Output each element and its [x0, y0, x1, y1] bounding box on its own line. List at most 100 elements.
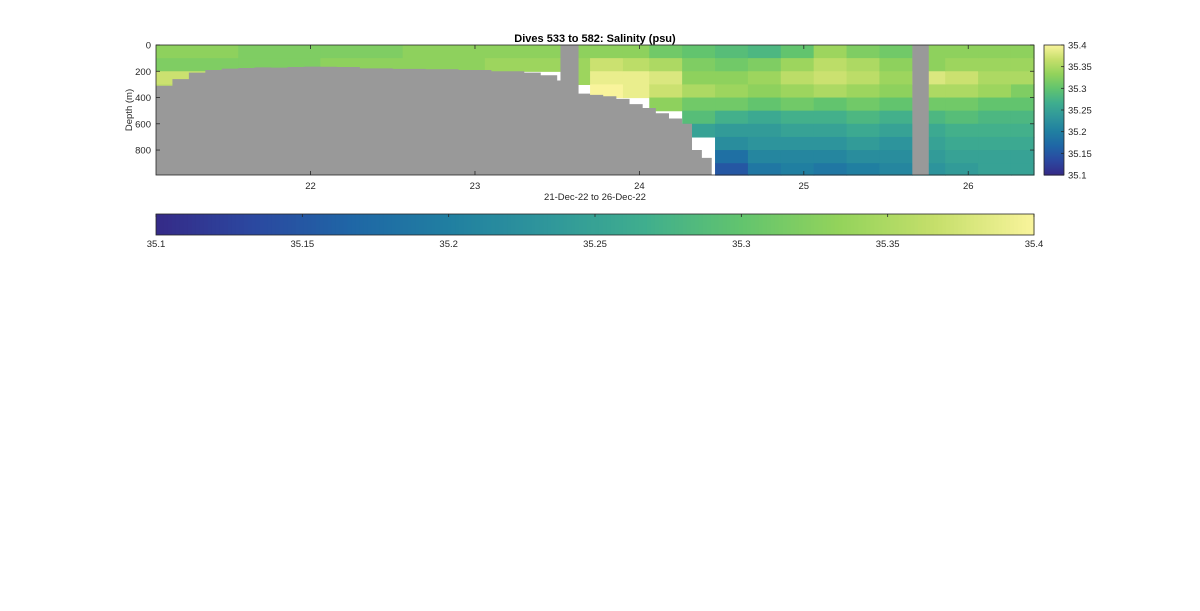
colorbar-bottom-swatch — [215, 214, 221, 235]
colorbar-right-swatch — [1044, 52, 1064, 54]
colorbar-bottom-swatch — [331, 214, 337, 235]
colorbar-bottom-swatch — [922, 214, 927, 235]
heatmap-cell — [747, 45, 782, 59]
heatmap-cell — [238, 45, 322, 59]
colorbar-bottom-swatch — [319, 214, 325, 235]
heatmap-cell — [846, 136, 881, 151]
colorbar-bottom-swatch — [878, 214, 883, 235]
colorbar-right-swatch — [1044, 116, 1064, 118]
colorbar-bottom-swatch — [658, 214, 664, 235]
colorbar-bottom-swatch — [930, 214, 935, 235]
colorbar-right-swatch — [1044, 79, 1064, 81]
colorbar-bottom-swatch — [467, 214, 472, 235]
colorbar-bottom-swatch — [411, 214, 417, 235]
colorbar-bottom-ticks: 35.1 35.15 35.2 35.25 35.3 35.35 35.4 — [147, 214, 1043, 250]
colorbar-bottom-swatch — [742, 214, 748, 235]
colorbar-right-swatch — [1044, 129, 1064, 131]
colorbar-bottom-swatch — [722, 214, 728, 235]
colorbar-bottom-swatch — [762, 214, 768, 235]
heatmap-cell — [682, 110, 716, 125]
colorbar-right-swatch — [1044, 133, 1064, 135]
heatmap-cell — [846, 71, 881, 85]
colorbar-right-swatch — [1044, 119, 1064, 121]
colorbar-bottom-swatch — [171, 214, 177, 235]
colorbar-bottom-swatch — [1018, 214, 1023, 235]
colorbar-bottom-swatch — [870, 214, 875, 235]
colorbar-bottom-swatch — [483, 214, 488, 235]
colorbar-right-swatch — [1044, 118, 1064, 120]
heatmap-cell — [978, 150, 1012, 164]
colorbar-bottom-swatch — [998, 214, 1003, 235]
colorbar-right-swatch — [1044, 82, 1064, 84]
colorbar-bottom-swatch — [156, 214, 161, 235]
colorbar-bottom-swatch — [551, 214, 556, 235]
heatmap-cell — [978, 97, 1012, 112]
colorbar-right-swatch — [1044, 151, 1064, 153]
colorbar-right-swatch — [1044, 166, 1064, 168]
heatmap-cell — [813, 123, 848, 138]
colorbar-right-swatch — [1044, 149, 1064, 151]
heatmap-cell — [879, 136, 913, 151]
colorbar-right-swatch — [1044, 63, 1064, 65]
colorbar-bottom-swatch — [259, 214, 265, 235]
colorbar-bottom-swatch — [251, 214, 257, 235]
colorbar-right-swatch — [1044, 68, 1064, 70]
colorbar-right-swatch — [1044, 168, 1064, 170]
heatmap-cell — [715, 58, 749, 72]
heatmap-cell — [1010, 163, 1035, 176]
heatmap-cell — [402, 45, 486, 59]
y-axis-label: Depth (m) — [124, 89, 135, 131]
colorbar-bottom-swatch — [646, 214, 652, 235]
colorbar-bottom-swatch — [443, 214, 448, 235]
colorbar-right-swatch — [1044, 108, 1064, 110]
colorbar-bottom-swatch — [263, 214, 269, 235]
heatmap-cell — [780, 97, 815, 112]
heatmap-cell — [846, 58, 881, 72]
colorbar-bottom-swatch — [690, 214, 696, 235]
colorbar-bottom-swatch — [942, 214, 947, 235]
colorbar-bottom-swatch — [207, 214, 213, 235]
heatmap-cell — [747, 163, 782, 176]
heatmap-cell — [945, 150, 979, 164]
colorbar-bottom-swatch — [379, 214, 385, 235]
heatmap-cell — [780, 58, 815, 72]
colorbar-bottom-swatch — [978, 214, 983, 235]
colorbar-bottom-swatch — [730, 214, 736, 235]
colorbar-bottom-swatch — [399, 214, 405, 235]
heatmap-cell — [622, 71, 650, 85]
colorbar-bottom-swatch — [834, 214, 840, 235]
colorbar-bottom-swatch — [539, 214, 544, 235]
heatmap-cell — [945, 163, 979, 176]
colorbar-bottom-swatch — [375, 214, 381, 235]
colorbar-right-swatch — [1044, 162, 1064, 164]
colorbar-bottom-swatch — [367, 214, 373, 235]
colorbar-bottom-swatch — [491, 214, 496, 235]
x-tick-label: 25 — [799, 181, 810, 192]
colorbar-bottom-swatch — [595, 214, 600, 235]
colorbar-right-swatch — [1044, 69, 1064, 71]
colorbar-bottom-swatch — [303, 214, 309, 235]
colorbar-right-tick-label: 35.15 — [1068, 149, 1092, 160]
colorbar-right-swatch — [1044, 107, 1064, 109]
colorbar-bottom-swatch — [547, 214, 552, 235]
colorbar-right-swatch — [1044, 169, 1064, 171]
colorbar-bottom-tick-label: 35.2 — [439, 239, 458, 250]
colorbar-bottom-swatch — [559, 214, 564, 235]
heatmap-cell — [945, 84, 979, 99]
heatmap-cell — [622, 45, 650, 59]
colorbar-bottom-swatch — [798, 214, 804, 235]
colorbar-right-swatch — [1044, 132, 1064, 134]
colorbar-right-swatch — [1044, 57, 1064, 59]
plot-frame — [155, 44, 1035, 176]
heatmap-cell — [978, 136, 1012, 151]
colorbar-bottom-tick-label: 35.1 — [147, 239, 166, 250]
heatmap-cell — [747, 123, 782, 138]
colorbar-bottom-swatch — [926, 214, 931, 235]
colorbar-bottom-swatch — [391, 214, 397, 235]
colorbar-right-swatch — [1044, 84, 1064, 86]
colorbar-bottom-swatch — [946, 214, 951, 235]
colorbar-bottom-swatch — [587, 214, 592, 235]
colorbar-right-swatch — [1044, 56, 1064, 58]
heatmap-cell — [780, 136, 815, 151]
heatmap-cell — [945, 71, 979, 85]
